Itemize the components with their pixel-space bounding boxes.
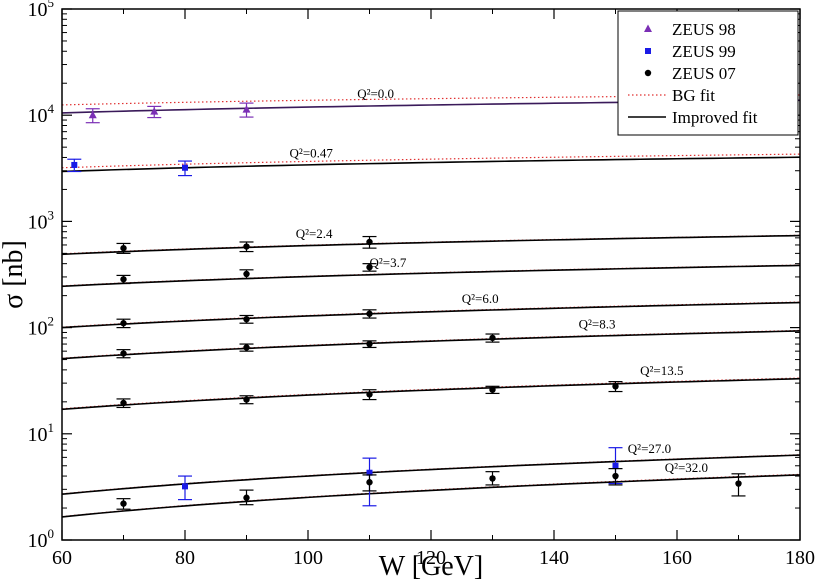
x-tick-label: 180 bbox=[785, 547, 815, 569]
x-axis-title: W [GeV] bbox=[379, 551, 483, 581]
x-tick-label: 100 bbox=[293, 547, 323, 569]
x-tick-label: 80 bbox=[175, 547, 195, 569]
zeus-07-data-point bbox=[120, 500, 127, 507]
x-tick-label: 60 bbox=[52, 547, 72, 569]
zeus-07-data-point bbox=[612, 383, 619, 390]
y-tick-label: 104 bbox=[28, 101, 55, 127]
bg-fit-curve-q2-8.3 bbox=[61, 329, 801, 359]
curve-label-q2-3.7: Q²=3.7 bbox=[370, 255, 407, 270]
zeus-07-data-point bbox=[243, 494, 250, 501]
x-tick-label: 140 bbox=[539, 547, 569, 569]
improved-fit-curve-q2-2.4 bbox=[61, 234, 801, 256]
zeus-07-data-point bbox=[243, 344, 250, 351]
legend-label: ZEUS 98 bbox=[672, 20, 736, 39]
zeus-07-data-point bbox=[489, 475, 496, 482]
zeus-07-data-point bbox=[366, 391, 373, 398]
y-tick-label: 101 bbox=[28, 420, 55, 446]
fit-curves bbox=[61, 94, 801, 518]
zeus-99-data-point bbox=[366, 469, 373, 476]
zeus-07-data-point bbox=[366, 238, 373, 246]
bg-fit-curve-q2-0.0 bbox=[61, 94, 801, 106]
curve-label-q2-0.0: Q²=0.0 bbox=[357, 86, 394, 101]
zeus-07-data-point bbox=[366, 310, 373, 317]
zeus-07-data-point bbox=[120, 320, 127, 327]
curve-label-q2-2.4: Q²=2.4 bbox=[296, 226, 333, 241]
improved-fit-curve-q2-3.7 bbox=[61, 264, 801, 288]
zeus-99-data-point bbox=[182, 483, 188, 490]
zeus-98-data-point bbox=[150, 107, 159, 115]
bg-fit-curve-q2-32.0 bbox=[61, 473, 801, 518]
zeus-07-data-point bbox=[366, 264, 373, 271]
legend: ZEUS 98 ZEUS 99 ZEUS 07 BG fit Improved fit bbox=[617, 10, 799, 136]
zeus-99-data-point bbox=[182, 164, 188, 171]
zeus-07-data-point bbox=[735, 480, 742, 487]
zeus-98-data-point bbox=[88, 110, 97, 119]
x-tick-label: 160 bbox=[662, 547, 692, 569]
bg-fit-curve-q2-0.47 bbox=[61, 153, 801, 169]
legend-marker-triangle bbox=[644, 24, 652, 32]
y-tick-label: 102 bbox=[28, 314, 55, 340]
zeus-07-data-point bbox=[612, 472, 619, 480]
legend-label: Improved fit bbox=[672, 108, 758, 127]
curve-label-q2-8.3: Q²=8.3 bbox=[579, 317, 616, 332]
curve-label-q2-0.47: Q²=0.47 bbox=[290, 145, 334, 160]
data-points bbox=[67, 102, 746, 510]
zeus-07-data-point bbox=[243, 315, 250, 323]
zeus-07-data-point bbox=[243, 270, 250, 278]
x-tick-label: 120 bbox=[416, 547, 446, 569]
legend-marker-circle bbox=[644, 69, 652, 77]
y-tick-label: 103 bbox=[28, 207, 55, 233]
zeus-07-data-point bbox=[366, 340, 373, 348]
zeus-07-data-point bbox=[120, 350, 127, 357]
bg-fit-curve-q2-6.0 bbox=[61, 301, 801, 328]
improved-fit-curve-q2-8.3 bbox=[61, 330, 801, 360]
zeus-07-data-point bbox=[366, 479, 373, 486]
improved-fit-curve-q2-6.0 bbox=[61, 301, 801, 329]
zeus-07-data-point bbox=[489, 386, 496, 393]
y-tick-label: 100 bbox=[28, 526, 55, 552]
zeus-07-data-point bbox=[243, 243, 250, 250]
legend-label: BG fit bbox=[672, 86, 715, 105]
y-axis-title: σ [nb] bbox=[0, 240, 29, 309]
zeus-99-data-point bbox=[612, 462, 619, 469]
zeus-07-data-point bbox=[120, 276, 127, 283]
curve-label-q2-13.5: Q²=13.5 bbox=[640, 363, 683, 378]
y-tick-label: 105 bbox=[28, 0, 55, 21]
improved-fit-curve-q2-32.0 bbox=[61, 474, 801, 518]
legend-label: ZEUS 07 bbox=[672, 64, 736, 83]
legend-marker-square bbox=[645, 48, 651, 54]
curve-label-q2-27.0: Q²=27.0 bbox=[628, 441, 671, 456]
legend-label: ZEUS 99 bbox=[672, 42, 736, 61]
curve-label-q2-32.0: Q²=32.0 bbox=[665, 460, 708, 475]
zeus-07-data-point bbox=[243, 396, 250, 403]
curve-labels: Q²=0.0 Q²=0.47 Q²=2.4 Q²=3.7 Q²=6.0 Q²=8.3 Q²=… bbox=[290, 86, 709, 475]
zeus-07-data-point bbox=[489, 334, 496, 342]
zeus-07-data-point bbox=[120, 244, 127, 252]
curve-label-q2-6.0: Q²=6.0 bbox=[462, 291, 499, 306]
zeus-99-data-point bbox=[71, 161, 78, 168]
zeus-07-data-point bbox=[120, 399, 127, 407]
improved-fit-curve-q2-13.5 bbox=[61, 377, 801, 411]
zeus-98-data-point bbox=[242, 105, 251, 113]
bg-fit-curve-q2-13.5 bbox=[61, 377, 801, 410]
